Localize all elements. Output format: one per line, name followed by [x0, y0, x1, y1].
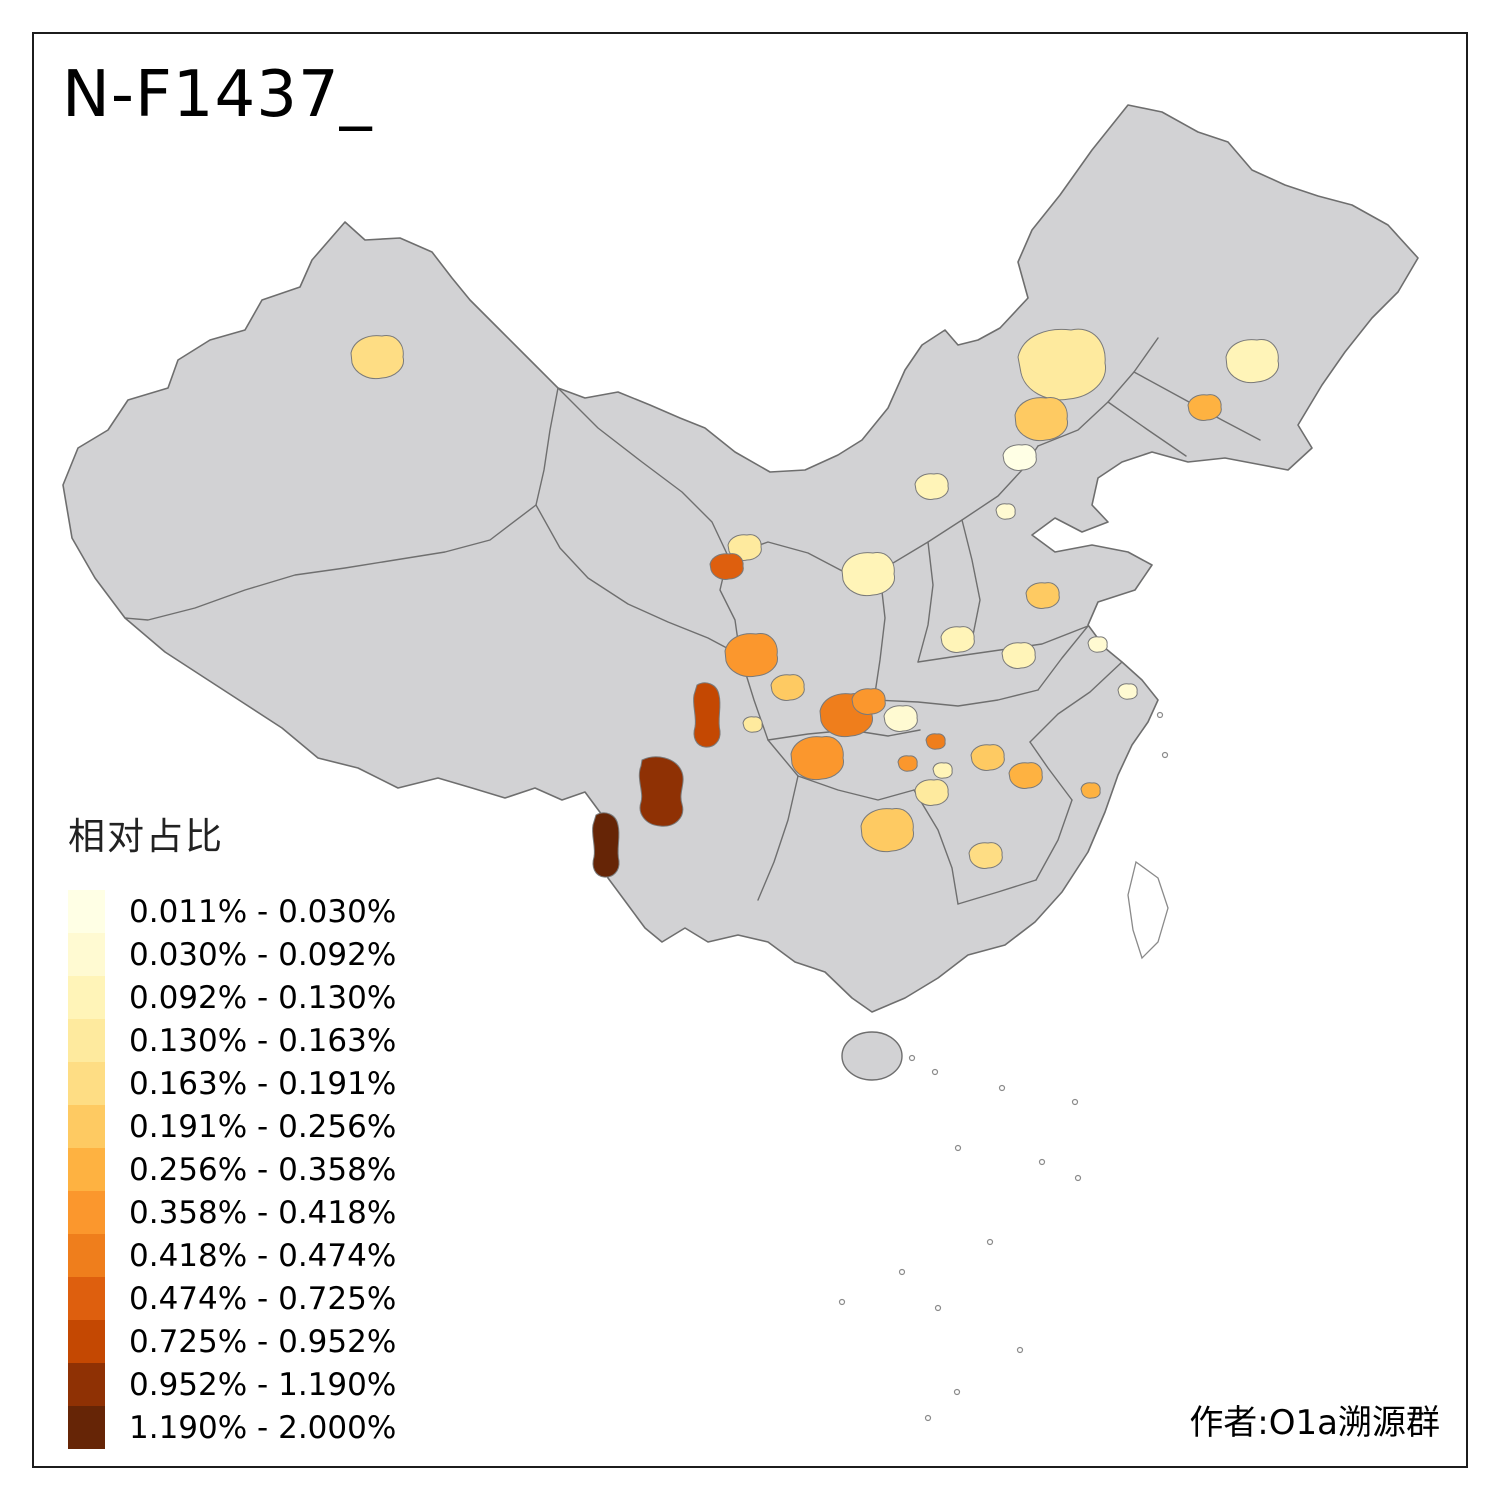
legend-bin-label: 0.191% - 0.256% — [129, 1108, 397, 1145]
map-region-19 — [742, 716, 763, 733]
legend-row: 0.011% - 0.030% — [68, 890, 396, 933]
map-region-4 — [1014, 397, 1068, 442]
map-region-18 — [693, 682, 721, 748]
legend-row: 0.725% - 0.952% — [68, 1320, 396, 1363]
legend-swatch — [68, 1148, 105, 1191]
legend-swatch — [68, 1277, 105, 1320]
map-region-26 — [932, 762, 953, 779]
map-region-17 — [770, 674, 805, 701]
legend-swatch — [68, 1191, 105, 1234]
legend-row: 0.191% - 0.256% — [68, 1105, 396, 1148]
legend-swatch — [68, 1320, 105, 1363]
legend-row: 0.474% - 0.725% — [68, 1277, 396, 1320]
legend-swatch — [68, 1406, 105, 1449]
map-region-3 — [1187, 394, 1222, 421]
legend-swatch — [68, 1105, 105, 1148]
map-region-10 — [841, 552, 895, 597]
legend-bin-label: 0.725% - 0.952% — [129, 1323, 397, 1360]
map-region-5 — [1002, 444, 1037, 471]
map-region-16 — [724, 633, 778, 678]
legend-row: 0.952% - 1.190% — [68, 1363, 396, 1406]
legend-bin-label: 0.011% - 0.030% — [129, 893, 397, 930]
map-region-13 — [1001, 642, 1036, 669]
legend-bin-label: 0.130% - 0.163% — [129, 1022, 397, 1059]
legend-row: 0.256% - 0.358% — [68, 1148, 396, 1191]
legend-row: 0.130% - 0.163% — [68, 1019, 396, 1062]
legend-rows: 0.011% - 0.030% 0.030% - 0.092% 0.092% -… — [68, 890, 396, 1449]
map-region-23 — [790, 736, 844, 781]
legend-bin-label: 0.092% - 0.130% — [129, 979, 397, 1016]
legend-bin-label: 0.418% - 0.474% — [129, 1237, 397, 1274]
legend-swatch — [68, 1234, 105, 1277]
hainan-island — [841, 1031, 903, 1081]
taiwan-island — [1127, 860, 1169, 960]
south-china-sea-islands — [838, 711, 1169, 1422]
legend-row: 0.358% - 0.418% — [68, 1191, 396, 1234]
legend-swatch — [68, 1363, 105, 1406]
legend-swatch — [68, 976, 105, 1019]
legend-row: 0.418% - 0.474% — [68, 1234, 396, 1277]
legend-bin-label: 0.163% - 0.191% — [129, 1065, 397, 1102]
map-region-29 — [914, 779, 949, 806]
map-region-6 — [914, 473, 949, 500]
map-region-2 — [1225, 339, 1279, 384]
map-region-7 — [995, 503, 1016, 520]
map-region-9 — [709, 553, 744, 580]
author-credit: 作者:O1a溯源群 — [1189, 1403, 1440, 1443]
legend-bin-label: 1.190% - 2.000% — [129, 1409, 397, 1446]
map-region-21 — [851, 688, 886, 715]
legend-bin-label: 0.030% - 0.092% — [129, 936, 397, 973]
legend-bin-label: 0.256% - 0.358% — [129, 1151, 397, 1188]
map-region-30 — [1080, 782, 1101, 799]
legend-title: 相对占比 — [68, 815, 224, 858]
legend-row: 0.092% - 0.130% — [68, 976, 396, 1019]
legend-bin-label: 0.952% - 1.190% — [129, 1366, 397, 1403]
map-region-24 — [925, 733, 946, 750]
legend-swatch — [68, 933, 105, 976]
legend-swatch — [68, 890, 105, 933]
legend-row: 0.030% - 0.092% — [68, 933, 396, 976]
legend-row: 1.190% - 2.000% — [68, 1406, 396, 1449]
legend-bin-label: 0.474% - 0.725% — [129, 1280, 397, 1317]
map-region-0 — [350, 335, 404, 380]
figure-title: N-F1437_ — [62, 58, 373, 132]
map-region-34 — [592, 812, 620, 878]
legend-swatch — [68, 1019, 105, 1062]
map-region-31 — [860, 808, 914, 853]
map-region-11 — [1025, 582, 1060, 609]
map-region-15 — [1117, 683, 1138, 700]
map-region-12 — [940, 626, 975, 653]
legend-swatch — [68, 1062, 105, 1105]
map-region-28 — [1008, 762, 1043, 789]
legend: 相对占比 0.011% - 0.030% 0.030% - 0.092% 0.0… — [68, 806, 396, 1449]
map-region-32 — [968, 842, 1003, 869]
map-region-25 — [897, 755, 918, 772]
map-region-27 — [970, 744, 1005, 771]
legend-bin-label: 0.358% - 0.418% — [129, 1194, 397, 1231]
map-region-33 — [638, 756, 684, 827]
map-region-1 — [1017, 328, 1107, 401]
map-region-14 — [1087, 636, 1108, 653]
legend-row: 0.163% - 0.191% — [68, 1062, 396, 1105]
map-region-22 — [883, 705, 918, 732]
